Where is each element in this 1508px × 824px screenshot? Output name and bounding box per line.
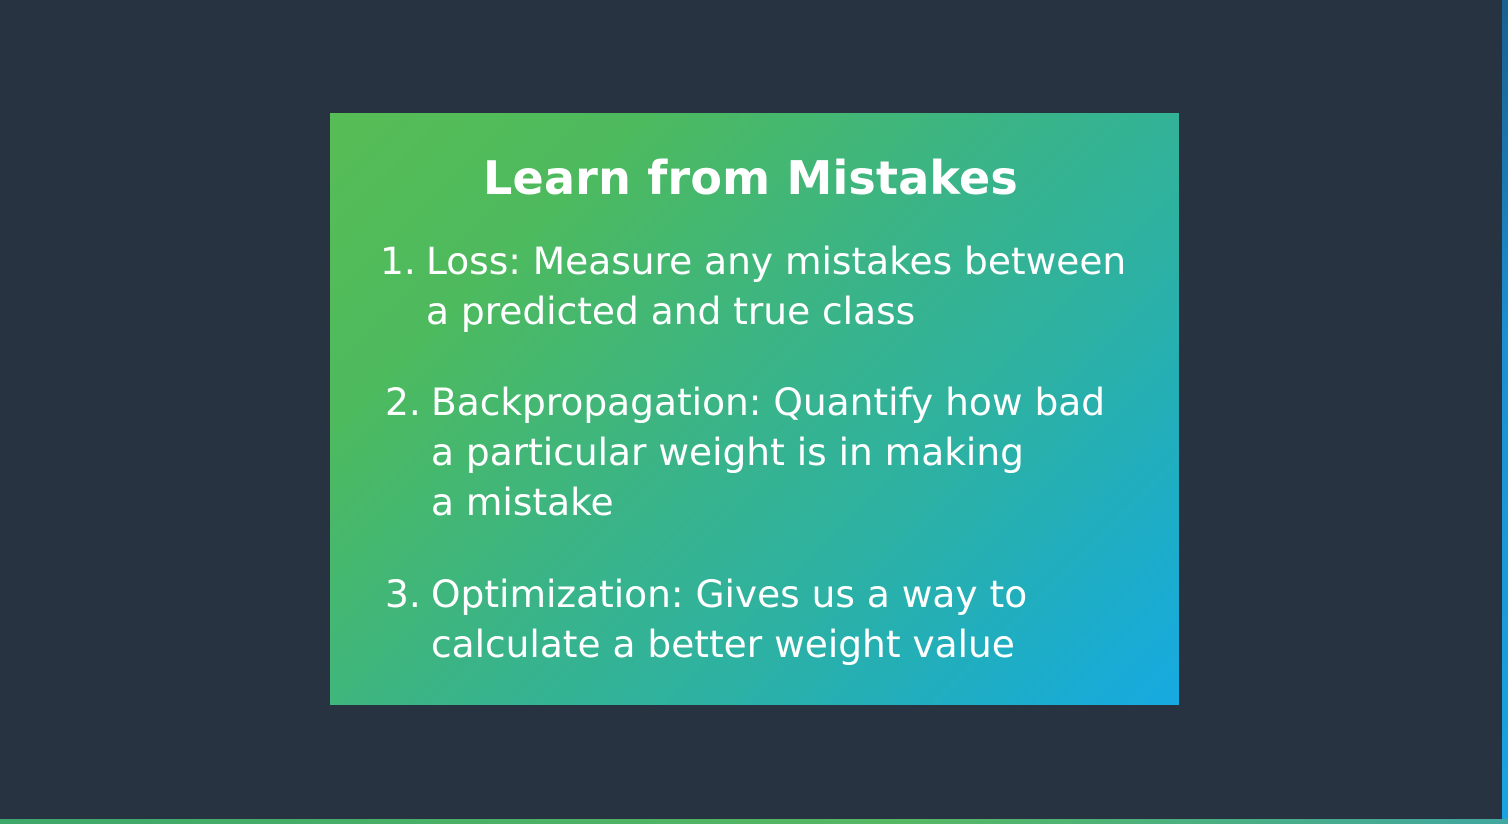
list-item-number: 2.	[385, 380, 421, 424]
list-item-text: Loss: Measure any mistakes between	[426, 239, 1127, 283]
list-item-number: 3.	[385, 572, 421, 616]
right-edge-accent	[1502, 0, 1508, 824]
list-item-line: 1. Loss: Measure any mistakes between	[380, 236, 1126, 286]
list-item-line: 3. Optimization: Gives us a way to	[385, 569, 1027, 619]
list-item-line: 2. Backpropagation: Quantify how bad	[385, 377, 1105, 427]
list-item-text: calculate a better weight value	[431, 622, 1015, 666]
list-item-text: Optimization: Gives us a way to	[431, 572, 1028, 616]
list-item-text: Backpropagation: Quantify how bad	[431, 380, 1106, 424]
list-item-text: a particular weight is in making	[431, 430, 1024, 474]
list-item-number: 1.	[380, 239, 416, 283]
list-item-text: a predicted and true class	[426, 289, 916, 333]
slide-title: Learn from Mistakes	[483, 151, 1018, 205]
list-item-text: a mistake	[431, 480, 614, 524]
slide-card: Learn from Mistakes 1. Loss: Measure any …	[330, 113, 1179, 705]
list-item-optimization: 3. Optimization: Gives us a way to calcul…	[385, 569, 1027, 669]
list-item-backpropagation: 2. Backpropagation: Quantify how bad a pa…	[385, 377, 1105, 527]
list-item-loss: 1. Loss: Measure any mistakes between a p…	[380, 236, 1126, 336]
progress-bar[interactable]	[0, 819, 1508, 824]
